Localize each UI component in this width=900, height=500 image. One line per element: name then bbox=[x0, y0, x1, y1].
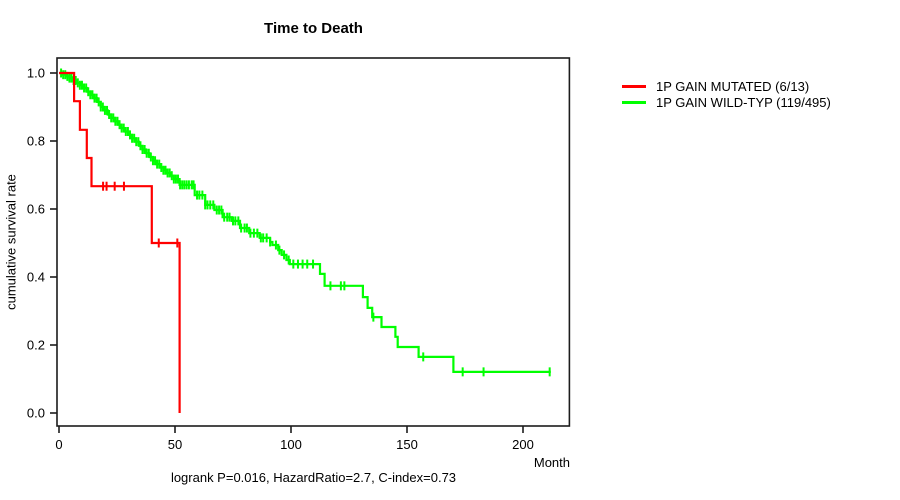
x-axis-tick-label: 150 bbox=[396, 437, 418, 452]
survival-curve bbox=[59, 71, 551, 373]
legend-label-wildtyp: 1P GAIN WILD-TYP (119/495) bbox=[656, 94, 831, 110]
y-axis-tick-label: 0.0 bbox=[27, 406, 45, 421]
x-axis-title: Month bbox=[533, 455, 570, 470]
y-axis-tick-label: 0.6 bbox=[27, 202, 45, 217]
legend-label-mutated: 1P GAIN MUTATED (6/13) bbox=[656, 78, 810, 94]
axes-layer: 1.0 0.8 0.6 0.4 0.2 0.0 0 50 100 150 200 bbox=[27, 66, 534, 453]
x-axis-tick-label: 50 bbox=[168, 437, 182, 452]
stats-caption: logrank P=0.016, HazardRatio=2.7, C-inde… bbox=[170, 470, 457, 485]
x-axis-tick-label: 0 bbox=[55, 437, 62, 452]
legend-item-wildtyp: 1P GAIN WILD-TYP (119/495) bbox=[622, 94, 831, 110]
legend-line-red-icon bbox=[622, 84, 646, 88]
y-axis-tick-label: 0.4 bbox=[27, 270, 45, 285]
y-axis-tick-label: 0.8 bbox=[27, 134, 45, 149]
y-axis-tick-label: 0.2 bbox=[27, 338, 45, 353]
chart-title: Time to Death bbox=[264, 20, 363, 37]
y-axis-tick-label: 1.0 bbox=[27, 66, 45, 81]
plot-box bbox=[56, 57, 571, 427]
curves-layer bbox=[59, 68, 551, 413]
legend-item-mutated: 1P GAIN MUTATED (6/13) bbox=[622, 78, 831, 94]
y-axis-title: cumulative survival rate bbox=[3, 174, 19, 310]
survival-curve bbox=[59, 71, 181, 413]
x-axis-tick-label: 200 bbox=[512, 437, 534, 452]
legend: 1P GAIN MUTATED (6/13) 1P GAIN WILD-TYP … bbox=[622, 78, 831, 110]
x-axis-tick-label: 100 bbox=[280, 437, 302, 452]
legend-line-green-icon bbox=[622, 100, 646, 104]
